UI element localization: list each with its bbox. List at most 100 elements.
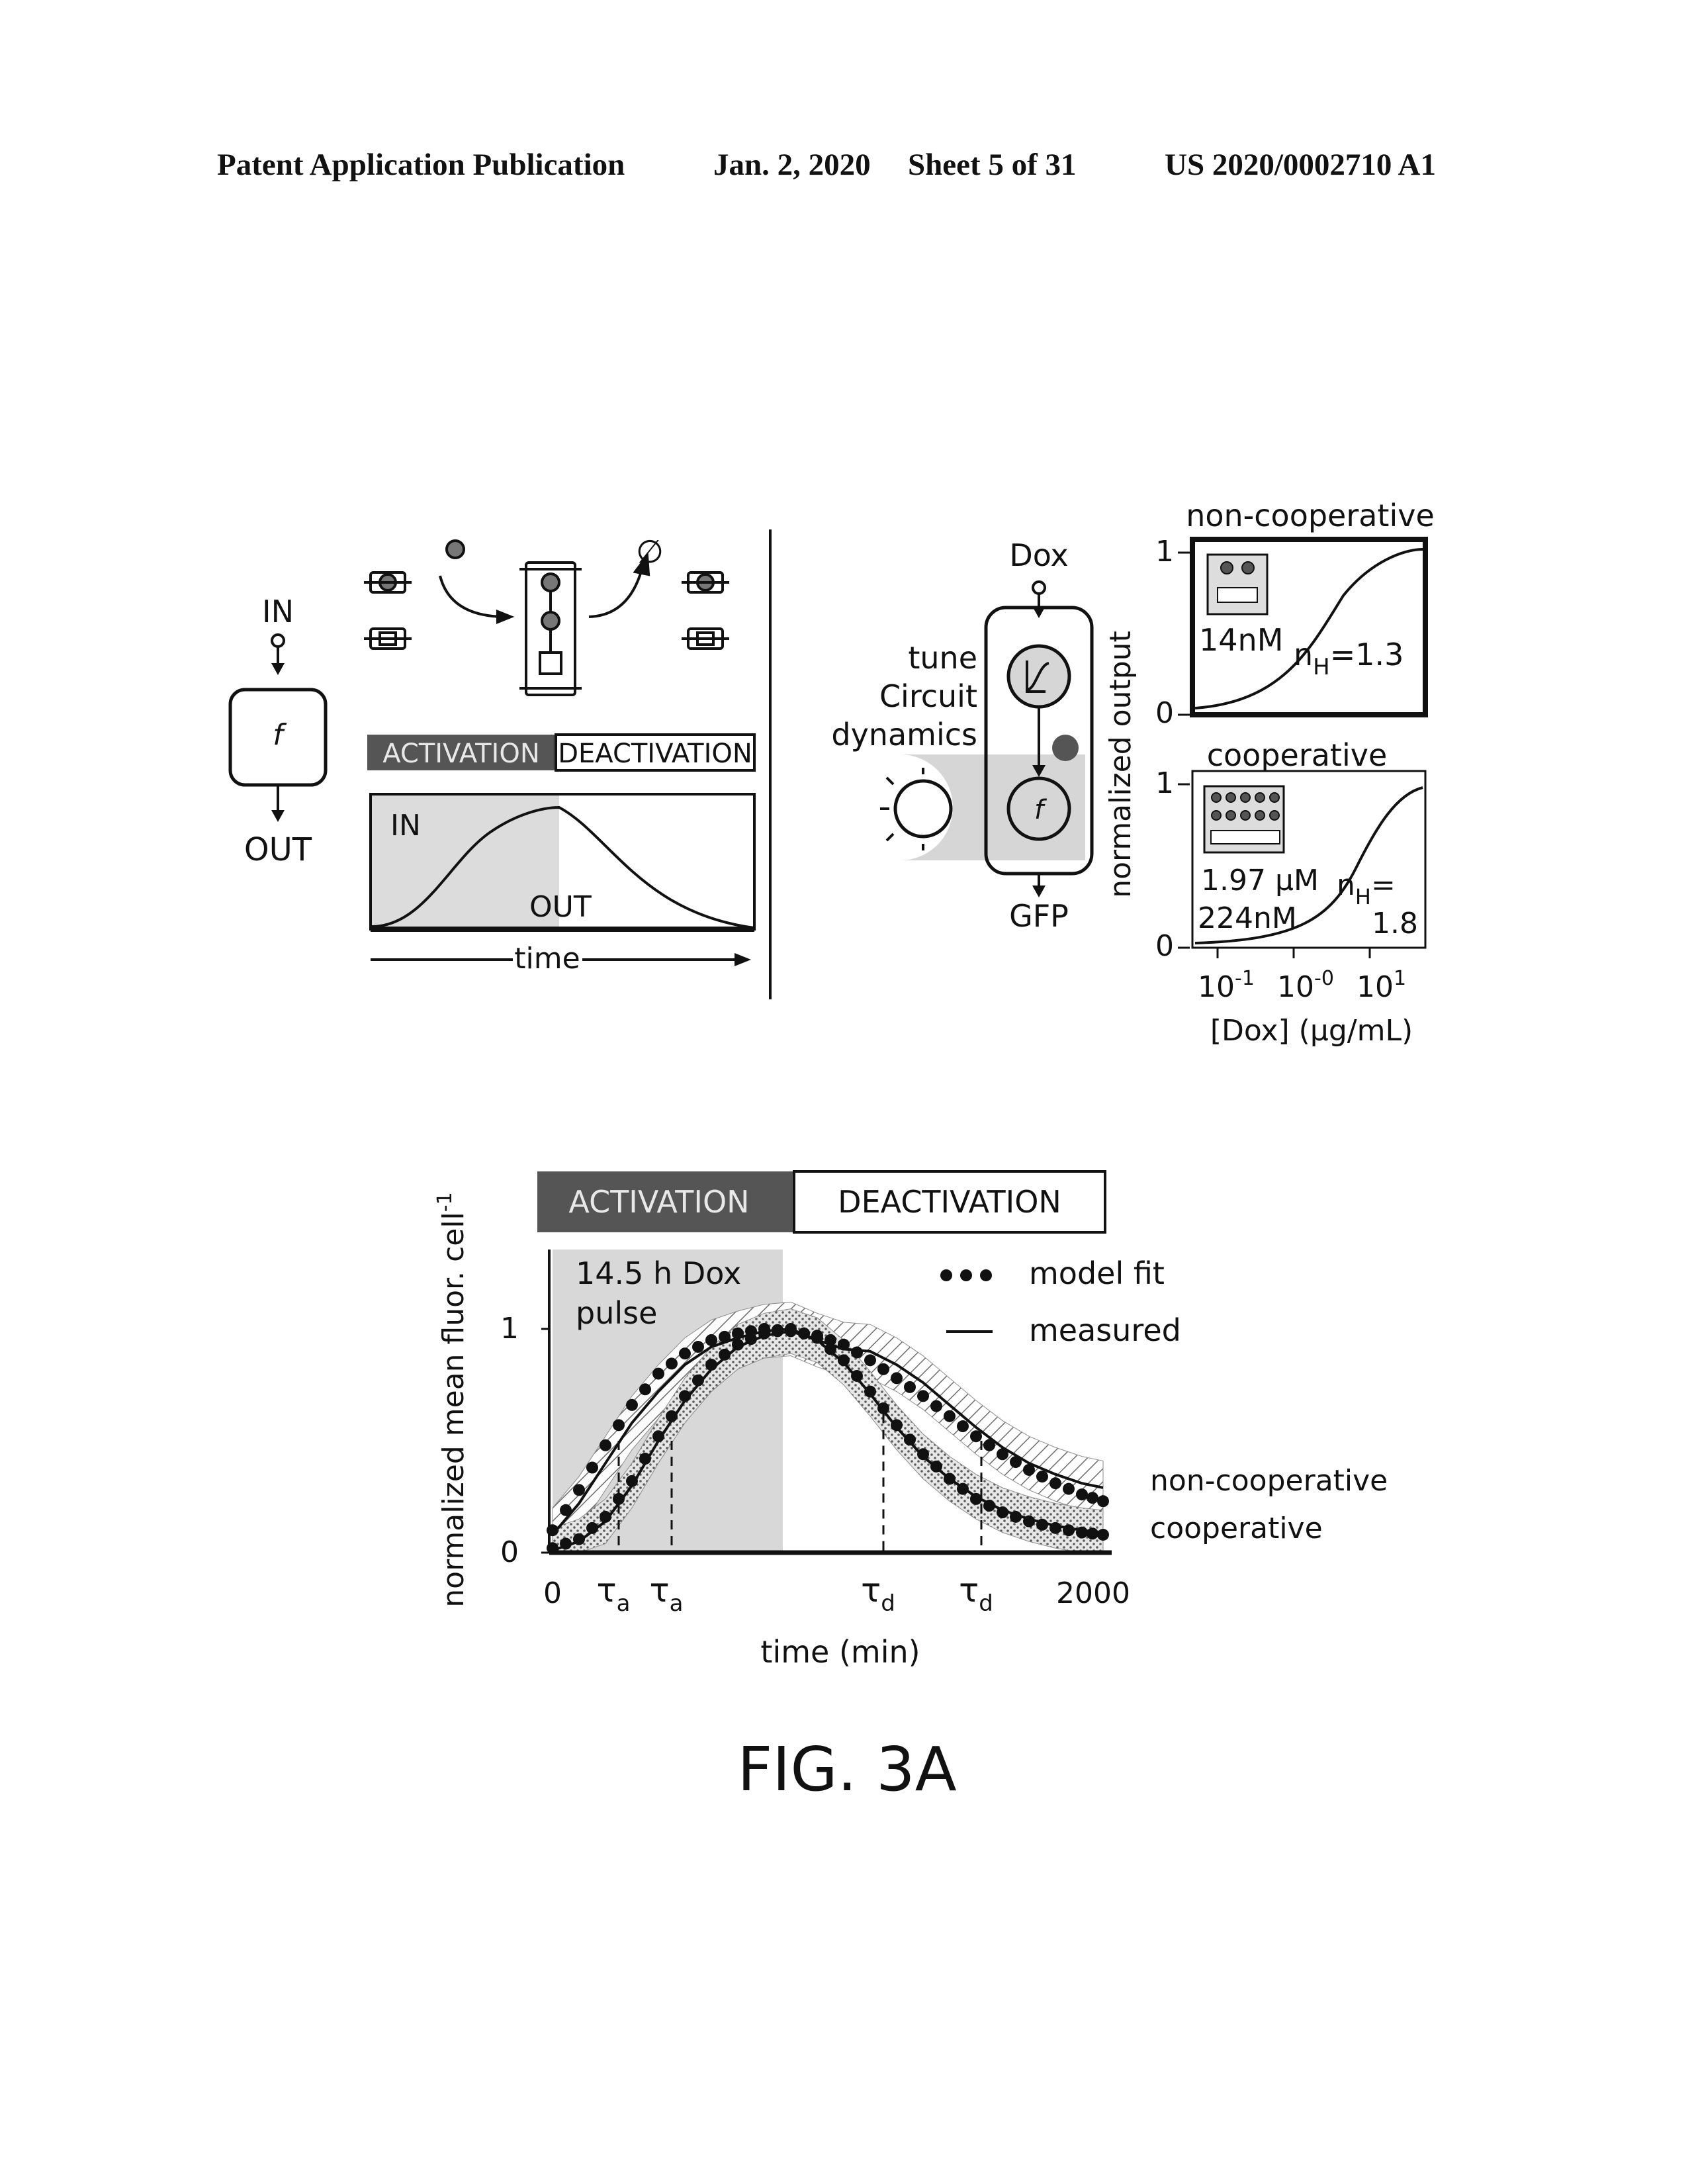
fit-point-cooperative	[930, 1460, 942, 1473]
xtick-2: 101	[1357, 967, 1406, 1004]
sheet-number: Sheet 5 of 31	[908, 148, 1077, 182]
fit-point-cooperative	[573, 1533, 585, 1545]
fit-point-cooperative	[600, 1510, 611, 1523]
light-icon	[893, 779, 953, 839]
c-xlabel: time (min)	[760, 1634, 920, 1670]
fit-point-cooperative	[825, 1343, 836, 1355]
fit-point-non-cooperative	[851, 1346, 863, 1359]
fit-point-cooperative	[705, 1359, 717, 1371]
fit-point-non-cooperative	[719, 1330, 731, 1343]
out-label: OUT	[244, 831, 312, 868]
pulse-label-2: pulse	[576, 1295, 657, 1331]
fit-point-cooperative	[811, 1332, 823, 1344]
fit-point-non-cooperative	[877, 1363, 889, 1375]
time-label: time	[514, 942, 580, 976]
fit-point-cooperative	[1010, 1510, 1022, 1523]
fit-point-cooperative	[586, 1522, 598, 1534]
tau-d-label: τd	[861, 1571, 895, 1617]
panel-a: IN f OUT ∅	[228, 533, 756, 976]
bottom-y-hi: 1	[1155, 766, 1174, 800]
c-y-tick-1: 1	[500, 1312, 519, 1345]
fit-point-non-cooperative	[944, 1410, 956, 1422]
activation-schematic: ∅	[364, 533, 729, 696]
fit-point-cooperative	[970, 1492, 982, 1505]
series-label-noncoop: non-cooperative	[1150, 1464, 1388, 1498]
fit-point-cooperative	[785, 1323, 797, 1335]
time-course-chart: ACTIVATION DEACTIVATION 1 0 14.5 h Dox p…	[433, 1170, 1388, 1670]
panel-b: Dox f GFP tune Circuit dynamics normaliz…	[831, 498, 1435, 1048]
coop-conc-2: 224nM	[1198, 901, 1297, 935]
fit-point-cooperative	[1097, 1528, 1109, 1541]
fit-point-non-cooperative	[904, 1381, 916, 1393]
coop-nh: nH=	[1337, 868, 1396, 909]
fit-point-cooperative	[983, 1500, 995, 1512]
dose-xlabel: [Dox] (µg/mL)	[1210, 1014, 1413, 1048]
fit-point-non-cooperative	[930, 1400, 942, 1412]
fit-point-cooperative	[1087, 1527, 1098, 1540]
noncoop-title: non-cooperative	[1186, 498, 1435, 533]
fit-point-non-cooperative	[652, 1367, 664, 1380]
panel-divider	[769, 529, 772, 999]
fit-point-cooperative	[1036, 1518, 1048, 1531]
coop-conc-1: 1.97 µM	[1201, 864, 1319, 897]
noncoop-nh: nH=1.3	[1294, 637, 1404, 680]
fit-point-cooperative	[798, 1327, 810, 1340]
publication-date: Jan. 2, 2020	[713, 148, 871, 182]
fit-point-non-cooperative	[1010, 1456, 1022, 1469]
fit-point-cooperative	[1063, 1524, 1075, 1537]
fit-point-cooperative	[732, 1338, 744, 1351]
fit-point-non-cooperative	[917, 1390, 929, 1402]
c-deactivation-bar	[793, 1170, 1106, 1234]
fit-point-cooperative	[719, 1348, 731, 1361]
tune-line-2: Circuit	[879, 678, 977, 714]
pulse-label-1: 14.5 h Dox	[576, 1255, 741, 1291]
fit-point-non-cooperative	[692, 1341, 704, 1353]
fit-point-cooperative	[891, 1419, 903, 1432]
fit-point-non-cooperative	[983, 1439, 995, 1451]
top-y-hi: 1	[1155, 535, 1174, 569]
fit-point-non-cooperative	[613, 1419, 625, 1432]
fit-point-cooperative	[679, 1390, 691, 1402]
fit-point-non-cooperative	[679, 1347, 691, 1360]
c-activation-label: ACTIVATION	[568, 1184, 749, 1220]
fit-point-non-cooperative	[586, 1461, 598, 1474]
in-label: IN	[262, 594, 294, 629]
xtick-0: 10-1	[1198, 967, 1255, 1004]
dose-ylabel: normalized output	[1104, 631, 1137, 898]
legend: model fit measured	[940, 1255, 1181, 1348]
fit-point-non-cooperative	[864, 1354, 876, 1367]
fit-point-non-cooperative	[891, 1372, 903, 1385]
tau-d-label: τd	[959, 1571, 993, 1617]
fit-point-cooperative	[758, 1327, 770, 1340]
fit-point-non-cooperative	[1023, 1463, 1035, 1476]
tune-line-1: tune	[908, 640, 977, 676]
fit-point-non-cooperative	[639, 1383, 651, 1396]
tau-a-label: τa	[650, 1571, 684, 1617]
activation-label: ACTIVATION	[382, 739, 540, 769]
fit-point-non-cooperative	[1063, 1482, 1075, 1495]
fit-point-cooperative	[997, 1506, 1008, 1519]
fit-point-cooperative	[957, 1482, 969, 1495]
fit-point-cooperative	[944, 1473, 956, 1485]
fit-point-cooperative	[1023, 1515, 1035, 1527]
fit-point-non-cooperative	[838, 1338, 850, 1351]
fit-point-non-cooperative	[732, 1327, 744, 1340]
xtick-1: 10-0	[1277, 967, 1334, 1004]
fit-point-non-cooperative	[997, 1448, 1008, 1461]
series-label-coop: cooperative	[1150, 1512, 1323, 1545]
noncoop-conc: 14nM	[1199, 622, 1283, 658]
fit-point-non-cooperative	[1036, 1471, 1048, 1483]
c-y-tick-0: 0	[500, 1535, 519, 1569]
tau-a-label: τa	[597, 1571, 631, 1617]
patent-number: US 2020/0002710 A1	[1165, 148, 1436, 182]
output-node	[1006, 776, 1071, 841]
c-deactivation-label: DEACTIVATION	[838, 1184, 1061, 1220]
tune-line-3: dynamics	[831, 717, 977, 752]
legend-fit: model fit	[1029, 1255, 1165, 1291]
fit-point-cooperative	[613, 1492, 625, 1505]
c-x-tick-0: 0	[543, 1576, 562, 1610]
legend-measured: measured	[1029, 1312, 1181, 1348]
deactivation-label: DEACTIVATION	[558, 739, 752, 769]
fit-point-cooperative	[639, 1453, 651, 1465]
fit-point-non-cooperative	[957, 1420, 969, 1433]
